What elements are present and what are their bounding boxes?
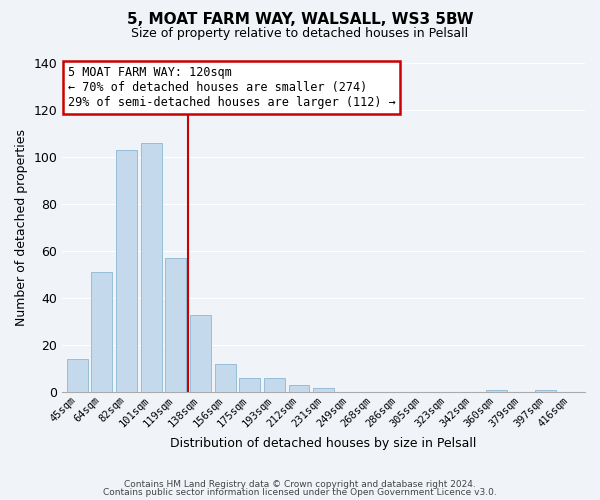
X-axis label: Distribution of detached houses by size in Pelsall: Distribution of detached houses by size … [170, 437, 477, 450]
Bar [486, 390, 507, 392]
Text: 5, MOAT FARM WAY, WALSALL, WS3 5BW: 5, MOAT FARM WAY, WALSALL, WS3 5BW [127, 12, 473, 28]
Bar [313, 388, 334, 392]
Bar [289, 385, 310, 392]
Text: Size of property relative to detached houses in Pelsall: Size of property relative to detached ho… [131, 28, 469, 40]
Bar [140, 142, 161, 392]
Text: Contains HM Land Registry data © Crown copyright and database right 2024.: Contains HM Land Registry data © Crown c… [124, 480, 476, 489]
Bar [264, 378, 285, 392]
Bar [190, 314, 211, 392]
Bar [215, 364, 236, 392]
Bar [165, 258, 186, 392]
Bar [239, 378, 260, 392]
Text: 5 MOAT FARM WAY: 120sqm
← 70% of detached houses are smaller (274)
29% of semi-d: 5 MOAT FARM WAY: 120sqm ← 70% of detache… [68, 66, 395, 109]
Bar [116, 150, 137, 392]
Bar [91, 272, 112, 392]
Bar [535, 390, 556, 392]
Text: Contains public sector information licensed under the Open Government Licence v3: Contains public sector information licen… [103, 488, 497, 497]
Y-axis label: Number of detached properties: Number of detached properties [15, 129, 28, 326]
Bar [67, 360, 88, 392]
